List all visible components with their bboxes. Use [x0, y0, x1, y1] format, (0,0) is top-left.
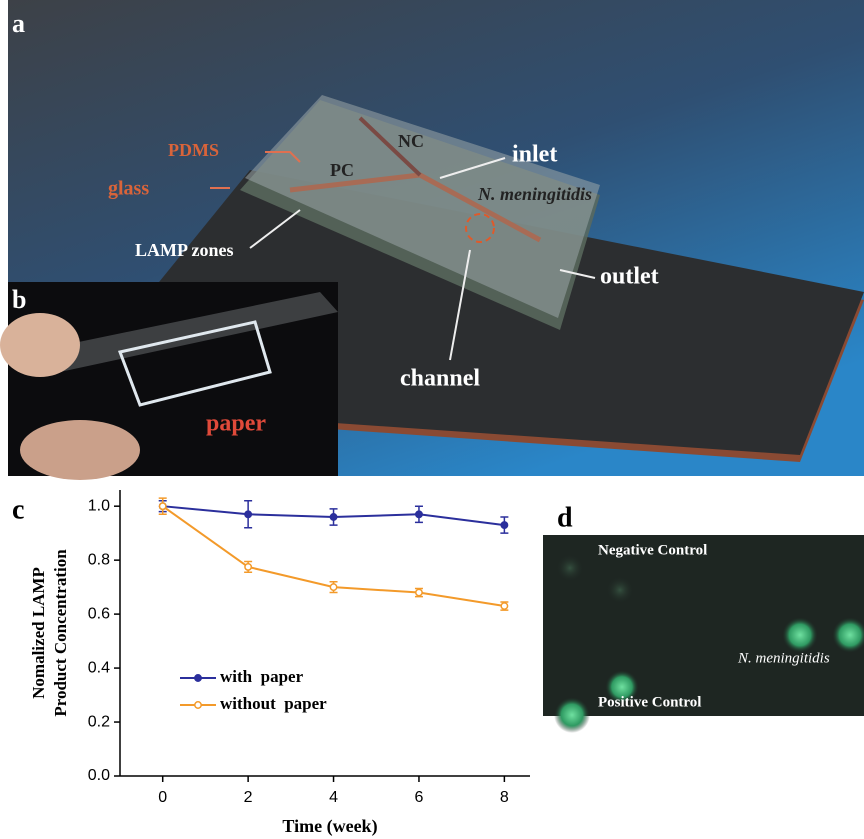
y-tick-label: 0.2 — [88, 713, 110, 730]
panel-label: c — [12, 494, 24, 525]
legend-label: without paper — [220, 694, 327, 713]
annotation: Positive Control — [598, 694, 701, 710]
spot — [554, 697, 590, 733]
legend-marker — [195, 675, 201, 681]
spot — [782, 617, 818, 653]
x-tick-label: 4 — [329, 789, 338, 806]
panel-d-image — [543, 535, 864, 716]
data-point — [245, 564, 251, 570]
y-tick-label: 0.8 — [88, 551, 110, 568]
x-tick-label: 6 — [415, 789, 424, 806]
data-point — [501, 603, 507, 609]
data-point — [330, 514, 336, 520]
annotation: NC — [398, 131, 424, 151]
data-point — [245, 511, 251, 517]
annotation: LAMP zones — [135, 240, 234, 260]
legend-label: with paper — [220, 667, 304, 686]
data-point — [501, 522, 507, 528]
y-axis-label: Product Concentration — [51, 549, 70, 717]
annotation: N. meningitidis — [737, 650, 830, 666]
finger — [0, 313, 80, 377]
panel-label: d — [557, 502, 573, 533]
panel-label: a — [12, 9, 25, 38]
panel-label: b — [12, 285, 26, 314]
data-point — [416, 511, 422, 517]
data-point — [330, 584, 336, 590]
annotation: channel — [400, 366, 480, 392]
page: {"panel_labels": ["a", "b", "c", "d"], "… — [0, 0, 864, 839]
x-tick-label: 0 — [158, 789, 167, 806]
annotation: N. meningitidis — [477, 184, 592, 204]
y-tick-label: 0.6 — [88, 605, 110, 622]
y-tick-label: 1.0 — [88, 497, 110, 514]
finger — [20, 420, 140, 480]
annotation: glass — [108, 178, 149, 200]
y-tick-label: 0.0 — [88, 767, 110, 784]
annotation: PDMS — [168, 140, 219, 160]
annotation: paper — [206, 411, 266, 437]
annotation: outlet — [600, 264, 659, 290]
spot — [556, 554, 584, 582]
x-tick-label: 8 — [500, 789, 509, 806]
y-tick-label: 0.4 — [88, 659, 110, 676]
figure: a glass PDMS NC PC inlet N. meningitidis… — [0, 0, 864, 839]
annotation: PC — [330, 160, 354, 180]
annotation: inlet — [512, 142, 557, 168]
y-axis-label: Nomalized LAMP — [29, 567, 48, 699]
annotation: Negative Control — [598, 542, 707, 558]
data-point — [416, 589, 422, 595]
data-point — [160, 503, 166, 509]
legend-marker — [195, 702, 201, 708]
x-axis-label: Time (week) — [282, 816, 377, 837]
spot — [606, 576, 634, 604]
x-tick-label: 2 — [244, 789, 253, 806]
